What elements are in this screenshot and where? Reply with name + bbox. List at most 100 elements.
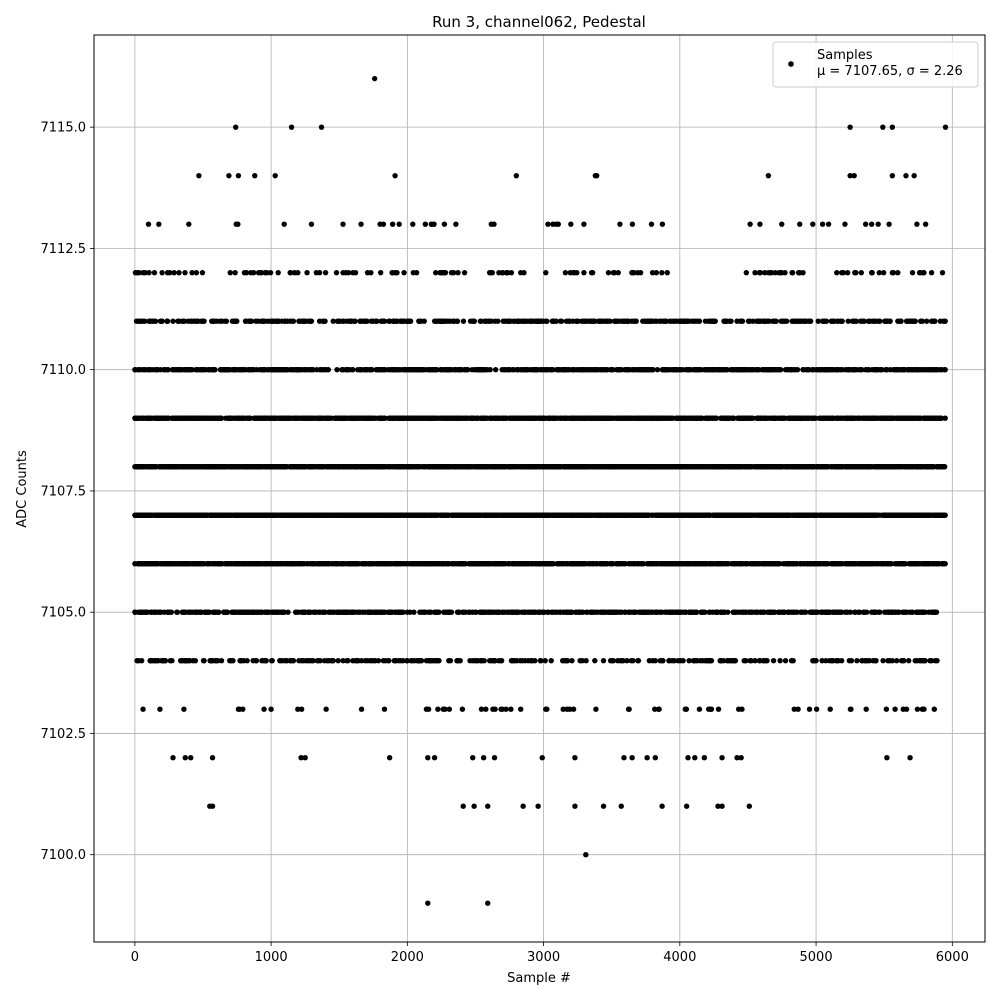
- data-point: [772, 269, 778, 276]
- data-point: [441, 221, 448, 227]
- data-point: [295, 269, 301, 276]
- data-point: [352, 269, 359, 276]
- data-point: [218, 415, 225, 421]
- data-point: [605, 269, 612, 276]
- data-point: [382, 415, 388, 421]
- data-point: [810, 221, 816, 227]
- data-point: [330, 318, 336, 324]
- data-point: [167, 269, 173, 276]
- data-point: [212, 366, 218, 373]
- data-point: [942, 415, 948, 421]
- data-point: [633, 318, 639, 324]
- data-point: [152, 318, 159, 324]
- data-point: [921, 269, 927, 276]
- data-point: [928, 269, 935, 276]
- data-point: [653, 269, 660, 276]
- data-point: [938, 415, 945, 421]
- data-point: [659, 269, 665, 276]
- data-point: [589, 269, 596, 276]
- data-point: [316, 269, 323, 276]
- data-point: [461, 269, 468, 276]
- data-point: [739, 318, 746, 324]
- data-point: [696, 318, 703, 324]
- data-point: [500, 269, 506, 276]
- data-point: [146, 269, 152, 276]
- data-point: [377, 269, 384, 276]
- data-point: [247, 415, 254, 421]
- data-point: [876, 269, 882, 276]
- data-point: [223, 318, 230, 324]
- data-point: [410, 221, 416, 227]
- data-point: [171, 269, 177, 276]
- data-point: [396, 221, 402, 227]
- data-point: [325, 366, 332, 373]
- data-point: [407, 318, 414, 324]
- data-point: [159, 318, 165, 324]
- data-point: [492, 366, 499, 373]
- data-point: [654, 366, 661, 373]
- data-point: [875, 221, 881, 227]
- data-point: [750, 318, 756, 324]
- data-point: [574, 269, 580, 276]
- data-point: [521, 269, 527, 276]
- data-point: [555, 221, 561, 227]
- data-point: [250, 269, 257, 276]
- data-point: [358, 221, 364, 227]
- data-point: [909, 269, 916, 276]
- data-point: [617, 221, 623, 227]
- data-point: [858, 269, 864, 276]
- data-point: [374, 318, 380, 324]
- data-point: [631, 269, 637, 276]
- data-point: [853, 269, 859, 276]
- data-point: [558, 318, 565, 324]
- data-point: [859, 366, 865, 373]
- data-point: [766, 318, 772, 324]
- data-point: [941, 463, 948, 470]
- data-point: [310, 366, 316, 373]
- data-point: [898, 318, 904, 324]
- data-point: [189, 269, 195, 276]
- data-point: [886, 221, 892, 227]
- data-point: [880, 269, 887, 276]
- data-point: [504, 269, 511, 276]
- data-point: [845, 318, 851, 324]
- data-point: [189, 366, 195, 373]
- data-point: [550, 366, 556, 373]
- data-point: [611, 269, 618, 276]
- data-point: [844, 269, 851, 276]
- data-point: [345, 269, 352, 276]
- data-point: [862, 221, 869, 227]
- data-point: [812, 415, 819, 421]
- data-point: [308, 318, 315, 324]
- data-point: [431, 221, 437, 227]
- data-point: [664, 269, 670, 276]
- data-point: [713, 415, 720, 421]
- data-point: [757, 221, 763, 227]
- data-point: [543, 269, 549, 276]
- data-point: [581, 269, 587, 276]
- data-point: [186, 221, 192, 227]
- data-point: [350, 366, 356, 373]
- data-point: [465, 366, 471, 373]
- data-point: [193, 269, 200, 276]
- data-point: [199, 269, 206, 276]
- data-point: [182, 269, 188, 276]
- data-point: [454, 318, 461, 324]
- data-point: [248, 318, 255, 324]
- data-point: [890, 269, 897, 276]
- data-point: [568, 221, 574, 227]
- data-point: [649, 269, 656, 276]
- data-point: [389, 221, 396, 227]
- data-point: [581, 221, 587, 227]
- data-point: [663, 318, 669, 324]
- data-point: [562, 269, 569, 276]
- data-point: [825, 221, 832, 227]
- data-point: [912, 318, 918, 324]
- data-point: [380, 221, 387, 227]
- data-point: [508, 269, 515, 276]
- data-point: [789, 269, 796, 276]
- data-point: [752, 269, 758, 276]
- data-point: [783, 318, 790, 324]
- data-point: [170, 318, 176, 324]
